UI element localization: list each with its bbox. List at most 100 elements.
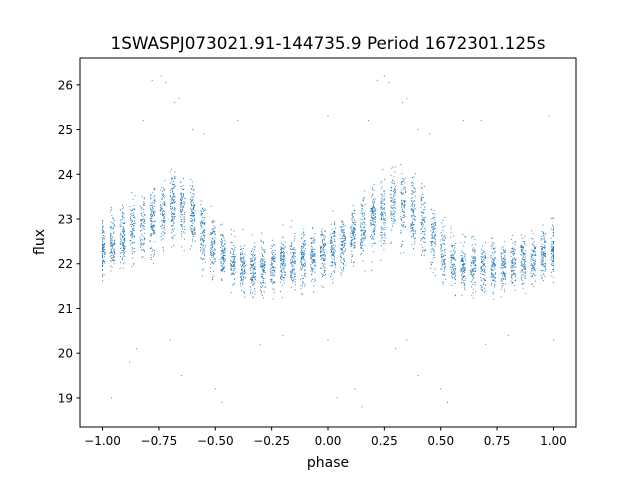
data-point <box>342 251 344 253</box>
data-point <box>173 186 175 188</box>
data-point <box>140 239 142 241</box>
data-point <box>202 248 204 250</box>
data-point <box>141 224 143 227</box>
data-point <box>260 286 262 288</box>
data-point <box>251 285 253 287</box>
data-point <box>163 201 165 203</box>
data-point <box>102 226 104 228</box>
data-point <box>333 238 335 240</box>
data-point <box>533 250 535 252</box>
data-point <box>340 244 342 246</box>
data-point <box>392 207 394 210</box>
data-point <box>344 231 346 233</box>
data-point <box>394 190 396 192</box>
data-point <box>122 253 124 255</box>
data-point <box>484 274 486 276</box>
data-point <box>173 196 175 198</box>
data-point <box>201 252 203 254</box>
data-point <box>223 271 226 273</box>
outlier-point <box>165 82 167 84</box>
data-point <box>474 257 476 259</box>
data-point <box>364 237 366 239</box>
data-point <box>342 262 344 265</box>
data-point <box>400 232 402 234</box>
data-point <box>149 205 151 207</box>
data-point <box>413 176 415 178</box>
data-point <box>541 277 543 279</box>
data-point <box>172 188 174 190</box>
data-point <box>274 254 276 256</box>
data-point <box>552 251 554 253</box>
data-point <box>380 226 382 228</box>
data-point <box>373 217 375 219</box>
data-point <box>463 283 465 285</box>
data-point <box>381 244 383 247</box>
data-point <box>134 195 136 197</box>
data-point <box>171 184 174 186</box>
data-point <box>424 228 426 231</box>
data-point <box>444 262 446 264</box>
data-point <box>543 264 545 266</box>
data-point <box>351 220 353 222</box>
data-point <box>510 265 512 267</box>
data-point <box>401 183 403 185</box>
data-point <box>234 278 236 280</box>
data-point <box>481 261 483 263</box>
x-tick-label: −1.00 <box>84 434 121 448</box>
data-point <box>181 246 183 248</box>
data-point <box>124 246 126 248</box>
data-point <box>121 222 123 224</box>
data-point <box>212 221 214 223</box>
data-point <box>494 277 496 279</box>
data-point <box>161 224 163 226</box>
data-point <box>253 246 255 248</box>
data-point <box>501 278 503 280</box>
data-point <box>460 260 462 262</box>
data-point <box>453 269 455 271</box>
data-point <box>490 255 492 257</box>
data-point <box>200 223 202 225</box>
data-point <box>410 226 412 228</box>
data-point <box>162 194 164 196</box>
data-point <box>350 241 352 243</box>
data-point <box>390 187 392 189</box>
data-point <box>545 255 547 258</box>
data-point <box>123 246 125 248</box>
data-point <box>320 248 322 250</box>
data-point <box>462 270 464 272</box>
data-point <box>292 255 294 257</box>
data-point <box>120 234 122 236</box>
data-point <box>360 239 362 241</box>
data-point <box>522 271 524 273</box>
data-point <box>361 237 363 239</box>
data-point <box>241 261 243 263</box>
data-point <box>249 293 251 295</box>
x-tick-label: 0.50 <box>427 434 454 448</box>
data-point <box>373 200 375 202</box>
data-point <box>381 186 383 188</box>
data-point <box>411 230 413 232</box>
data-point <box>210 244 212 246</box>
data-point <box>373 209 375 211</box>
data-point <box>311 269 313 271</box>
data-point <box>281 264 283 266</box>
data-point <box>171 202 173 204</box>
data-point <box>404 204 406 206</box>
data-point <box>525 253 527 255</box>
data-point <box>303 228 305 230</box>
data-point <box>301 292 303 294</box>
data-point <box>452 265 454 267</box>
data-point <box>433 237 435 239</box>
data-point <box>110 206 112 208</box>
data-point <box>503 252 505 254</box>
data-point <box>260 241 262 243</box>
data-point <box>382 168 384 170</box>
data-point <box>330 246 332 248</box>
data-point <box>243 256 245 258</box>
data-point <box>441 250 444 252</box>
data-point <box>171 213 173 215</box>
data-point <box>262 263 264 265</box>
data-point <box>273 255 275 257</box>
data-point <box>160 233 162 235</box>
data-point <box>233 256 235 258</box>
